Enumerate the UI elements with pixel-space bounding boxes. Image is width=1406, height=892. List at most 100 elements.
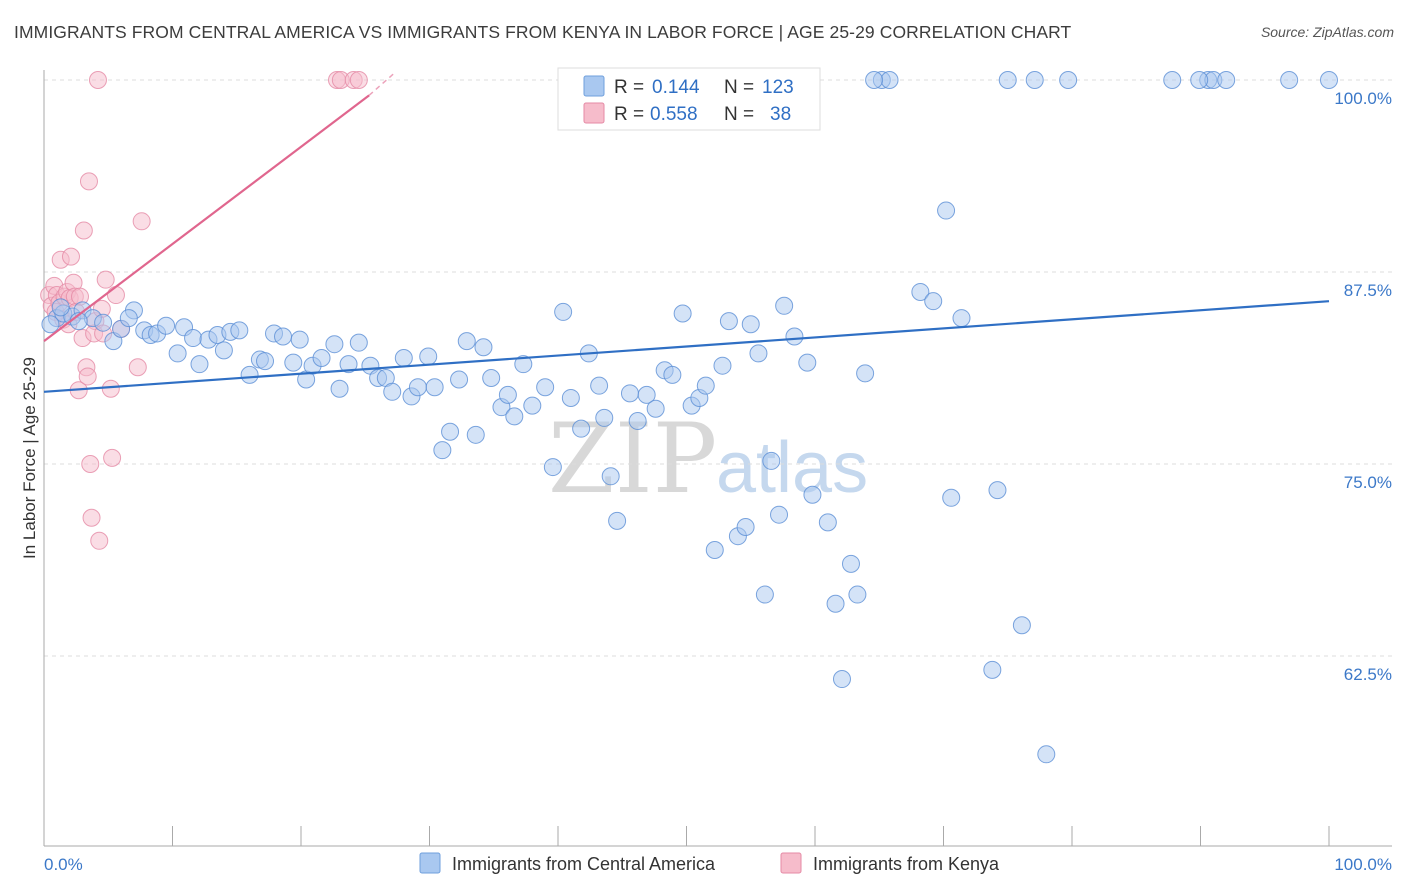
point-central-america (505, 407, 524, 426)
point-central-america (466, 425, 485, 444)
point-kenya (88, 71, 107, 89)
point-central-america (924, 292, 943, 311)
legend-n-value-2: 38 (770, 104, 791, 125)
axes (43, 70, 1392, 847)
point-kenya (79, 172, 98, 191)
point-central-america (325, 335, 344, 354)
point-central-america (119, 309, 138, 328)
point-kenya (82, 508, 101, 527)
trend-line-kenya-extension (368, 73, 395, 96)
point-central-america (952, 309, 971, 328)
point-central-america (719, 312, 738, 331)
point-central-america (832, 670, 851, 689)
point-central-america (514, 355, 533, 374)
point-central-america (498, 385, 517, 404)
y-axis-label: In Labor Force | Age 25-29 (20, 357, 39, 559)
point-central-america (755, 585, 774, 604)
x-ticks (43, 826, 1330, 846)
point-kenya (96, 270, 115, 289)
point-central-america (394, 349, 413, 368)
bottom-legend: Immigrants from Central America Immigran… (419, 852, 1000, 874)
point-central-america (762, 451, 781, 470)
legend-n-label-1: N = (724, 77, 754, 98)
point-central-america (937, 201, 956, 220)
bottom-legend-swatch-pink (780, 852, 802, 874)
point-central-america (1012, 616, 1031, 635)
trend-line-kenya (43, 94, 370, 342)
point-central-america (1163, 71, 1182, 89)
legend-n-label-2: N = (724, 104, 754, 125)
point-kenya (349, 71, 368, 89)
point-kenya (61, 247, 80, 266)
point-central-america (803, 485, 822, 504)
point-central-america (741, 315, 760, 334)
legend-swatch-blue (583, 75, 605, 97)
chart-title: IMMIGRANTS FROM CENTRAL AMERICA VS IMMIG… (14, 22, 1072, 42)
point-central-america (620, 384, 639, 403)
point-central-america (785, 327, 804, 346)
point-central-america (1025, 71, 1044, 89)
legend-box: R = 0.144 N = 123 R = 0.558 N = 38 (557, 67, 821, 131)
point-central-america (274, 327, 293, 346)
point-kenya (106, 286, 125, 305)
point-central-america (646, 399, 665, 418)
series-kenya-points (40, 71, 368, 550)
point-kenya (78, 367, 97, 386)
point-central-america (157, 316, 176, 335)
bottom-legend-label-blue: Immigrants from Central America (452, 854, 716, 874)
point-central-america (865, 71, 884, 89)
point-central-america (383, 382, 402, 401)
point-central-america (1190, 71, 1209, 89)
point-central-america (595, 408, 614, 427)
point-central-america (349, 333, 368, 352)
point-central-america (608, 511, 627, 530)
point-kenya (90, 531, 109, 550)
point-central-america (240, 365, 259, 384)
y-tick-label-1: 75.0% (1344, 473, 1392, 492)
point-kenya (128, 358, 147, 377)
point-central-america (523, 396, 542, 415)
point-central-america (1059, 71, 1078, 89)
source-credit: Source: ZipAtlas.com (1260, 24, 1394, 40)
point-kenya (101, 379, 120, 398)
legend-r-value-2: 0.558 (650, 104, 698, 125)
point-central-america (775, 296, 794, 315)
point-central-america (184, 329, 203, 348)
bottom-legend-label-pink: Immigrants from Kenya (813, 854, 1000, 874)
point-central-america (818, 513, 837, 532)
point-central-america (705, 541, 724, 560)
point-central-america (572, 419, 591, 438)
point-central-america (190, 355, 209, 374)
point-central-america (848, 585, 867, 604)
point-central-america (561, 388, 580, 407)
point-central-america (736, 517, 755, 536)
legend-r-label-1: R = (614, 77, 644, 98)
point-central-america (826, 594, 845, 613)
point-central-america (330, 379, 349, 398)
point-central-america (911, 282, 930, 301)
point-central-america (441, 422, 460, 441)
legend-r-value-1: 0.144 (652, 77, 700, 98)
y-tick-labels: 62.5% 75.0% 87.5% 100.0% (1334, 89, 1392, 684)
point-central-america (696, 376, 715, 395)
point-central-america (1320, 71, 1338, 89)
x-tick-label-min: 0.0% (44, 855, 83, 874)
point-central-america (673, 304, 692, 323)
point-central-america (628, 411, 647, 430)
y-tick-label-0: 62.5% (1344, 665, 1392, 684)
point-central-america (474, 338, 493, 357)
point-central-america (312, 349, 331, 368)
point-central-america (168, 344, 187, 363)
point-central-america (41, 315, 60, 334)
point-central-america (1037, 745, 1056, 764)
legend-n-value-1: 123 (762, 77, 794, 98)
legend-r-label-2: R = (614, 104, 644, 125)
point-central-america (942, 488, 961, 507)
point-central-america (983, 660, 1002, 679)
point-central-america (284, 353, 303, 372)
point-central-america (482, 368, 501, 387)
point-central-america (880, 71, 899, 89)
point-kenya (74, 221, 93, 240)
point-central-america (770, 505, 789, 524)
